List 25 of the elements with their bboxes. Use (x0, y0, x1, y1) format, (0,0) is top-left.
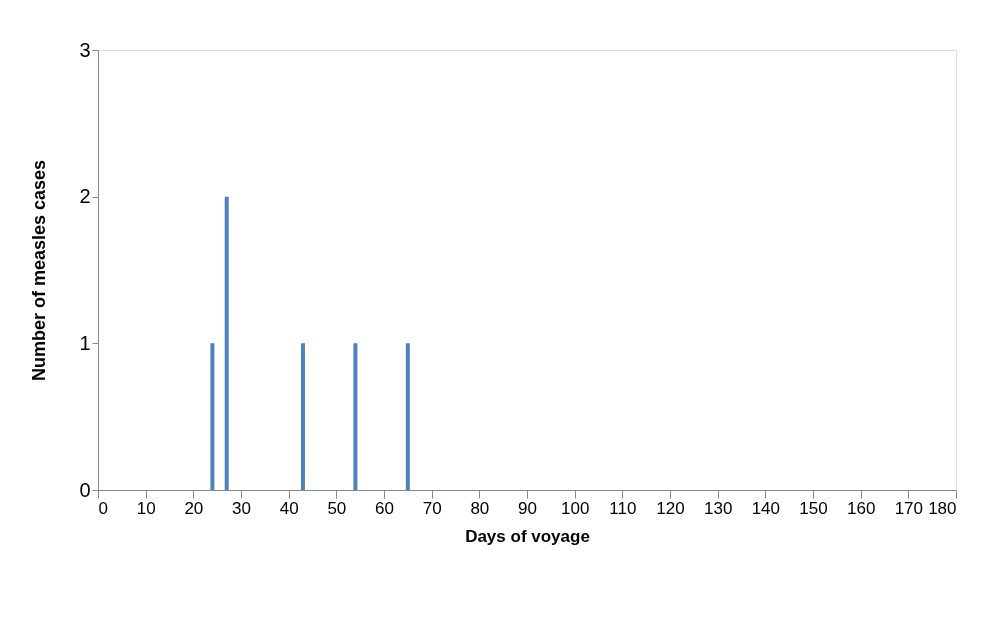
x-tick-label: 60 (375, 498, 394, 518)
x-tick-label: 180 (928, 498, 957, 518)
y-tick-label: 3 (79, 38, 91, 61)
x-tick-label: 120 (656, 498, 685, 518)
y-axis-title: Number of measles cases (29, 159, 50, 382)
x-tick-label: 70 (422, 498, 442, 518)
x-tick-label: 50 (327, 498, 347, 518)
x-tick-label: 10 (136, 498, 156, 518)
x-tick-label: 140 (751, 498, 781, 518)
x-tick-label: 150 (799, 498, 828, 518)
x-tick-label: 20 (184, 498, 204, 518)
y-tick-label: 1 (79, 331, 91, 354)
x-tick-label: 90 (518, 498, 537, 518)
x-tick-label: 30 (232, 498, 251, 518)
x-tick-label: 0 (98, 498, 108, 518)
x-tick-label: 130 (703, 498, 733, 518)
x-tick-label: 40 (279, 498, 299, 518)
y-tick-label: 2 (79, 185, 91, 208)
y-tick-label: 0 (79, 478, 91, 501)
x-tick-label: 160 (846, 498, 876, 518)
x-axis-title: Days of voyage (465, 526, 590, 546)
x-tick-label: 110 (609, 498, 637, 518)
x-tick-label: 80 (470, 498, 490, 518)
x-tick-label: 100 (560, 498, 590, 518)
x-tick-label: 170 (894, 498, 924, 518)
